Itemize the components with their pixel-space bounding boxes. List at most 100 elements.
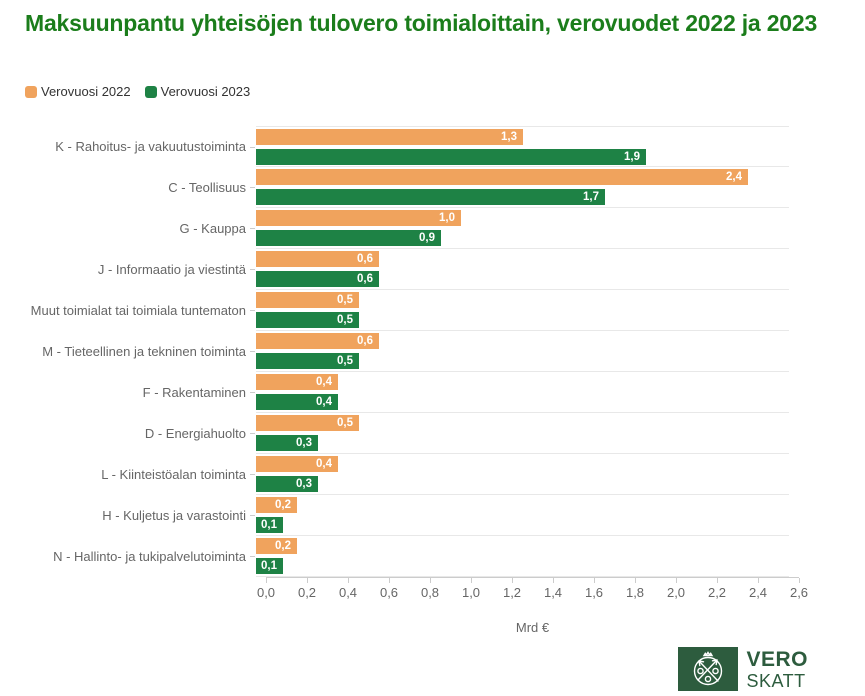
- vero-logo-text: VERO SKATT: [746, 649, 808, 690]
- bar-value-label: 1,7: [583, 191, 599, 203]
- bar-value-label: 0,4: [316, 376, 332, 388]
- category-label: N - Hallinto- ja tukipalvelutoiminta: [53, 549, 246, 564]
- bar-value-label: 0,2: [275, 499, 291, 511]
- category-label: K - Rahoitus- ja vakuutustoiminta: [55, 139, 246, 154]
- x-axis-tick: [758, 578, 759, 583]
- x-axis-tick-label: 0,4: [338, 585, 358, 600]
- bar-value-label: 0,6: [357, 273, 373, 285]
- category-plot-area: 0,6 0,5: [250, 331, 789, 372]
- bar-2023[interactable]: 0,9: [256, 230, 441, 246]
- category-plot-area: 0,4 0,4: [250, 372, 789, 413]
- legend-label-2022: Verovuosi 2022: [41, 84, 131, 99]
- x-axis-tick-label: 2,0: [666, 585, 686, 600]
- vero-logo-text-line1: VERO: [746, 647, 808, 671]
- x-axis-tick: [676, 578, 677, 583]
- bar-2022[interactable]: 0,2: [256, 497, 297, 513]
- legend-label-2023: Verovuosi 2023: [160, 84, 251, 99]
- x-axis-tick-label: 0,2: [297, 585, 317, 600]
- category-label: J - Informaatio ja viestintä: [97, 262, 246, 277]
- chart-row: Muut toimialat tai toimiala tuntematon 0,…: [10, 290, 865, 331]
- bar-2022[interactable]: 0,5: [256, 292, 359, 308]
- category-plot-area: 0,2 0,1: [250, 536, 789, 577]
- bar-2023[interactable]: 0,3: [256, 476, 318, 492]
- category-label: D - Energiahuolto: [144, 426, 246, 441]
- bar-value-label: 0,1: [261, 560, 277, 572]
- vero-skatt-logo: VERO SKATT: [678, 647, 808, 691]
- bar-value-label: 1,3: [501, 130, 517, 143]
- bar-2023[interactable]: 1,7: [256, 189, 605, 205]
- legend-swatch-2022-icon: [25, 85, 37, 98]
- x-axis-tick-label: 0,8: [420, 585, 440, 600]
- category-plot-area: 2,4 1,7: [250, 167, 789, 208]
- x-axis-tick-label: 0,6: [379, 585, 399, 600]
- x-axis-tick-label: 1,4: [543, 585, 563, 600]
- category-plot-area: 1,3 1,9: [250, 126, 789, 167]
- bar-value-label: 0,3: [296, 437, 312, 449]
- bar-value-label: 2,4: [726, 171, 742, 183]
- x-axis-tick-label: 1,6: [584, 585, 604, 600]
- x-axis-tick-label: 2,4: [748, 585, 768, 600]
- category-plot-area: 0,5 0,5: [250, 290, 789, 331]
- x-axis-tick-label: 1,8: [625, 585, 645, 600]
- category-label: L - Kiinteistöalan toiminta: [101, 467, 246, 482]
- x-axis-tick: [799, 578, 800, 583]
- bar-2022[interactable]: 0,6: [256, 251, 379, 267]
- x-axis-tick-label: 1,0: [461, 585, 481, 600]
- legend-item-verovuosi-2023[interactable]: Verovuosi 2023: [144, 84, 251, 99]
- bar-2023[interactable]: 0,5: [256, 353, 359, 369]
- category-label: H - Kuljetus ja varastointi: [102, 508, 246, 523]
- bar-2022[interactable]: 0,4: [256, 456, 338, 472]
- bar-2022[interactable]: 2,4: [256, 169, 748, 185]
- x-axis-tick: [389, 578, 390, 583]
- chart-row: D - Energiahuolto 0,5 0,3: [10, 413, 865, 454]
- bar-value-label: 1,0: [439, 212, 455, 224]
- bar-value-label: 0,4: [316, 396, 332, 408]
- bar-value-label: 0,6: [357, 253, 373, 265]
- category-plot-area: 0,2 0,1: [250, 495, 789, 536]
- x-axis-tick: [717, 578, 718, 583]
- x-axis-tick-label: 2,2: [707, 585, 727, 600]
- chart-row: K - Rahoitus- ja vakuutustoiminta 1,3 1,9: [10, 126, 865, 167]
- bar-2022[interactable]: 0,6: [256, 333, 379, 349]
- bar-value-label: 0,5: [337, 294, 353, 306]
- chart-row: N - Hallinto- ja tukipalvelutoiminta 0,2 0…: [10, 536, 865, 577]
- bar-2022[interactable]: 0,5: [256, 415, 359, 431]
- category-plot-area: 1,0 0,9: [250, 208, 789, 249]
- bar-2023[interactable]: 0,4: [256, 394, 338, 410]
- bar-2022[interactable]: 0,4: [256, 374, 338, 390]
- x-axis-tick: [430, 578, 431, 583]
- bar-2023[interactable]: 0,1: [256, 558, 283, 574]
- chart-rows: K - Rahoitus- ja vakuutustoiminta 1,3 1,9 C…: [0, 126, 865, 577]
- bar-2023[interactable]: 0,3: [256, 435, 318, 451]
- bar-2022[interactable]: 1,0: [256, 210, 461, 226]
- legend-item-verovuosi-2022[interactable]: Verovuosi 2022: [25, 84, 131, 99]
- vero-logo-emblem-icon: [678, 647, 739, 691]
- bar-value-label: 0,5: [337, 417, 353, 429]
- x-axis-tick: [635, 578, 636, 583]
- x-axis-title-wrap: Mrd €: [266, 619, 799, 637]
- category-label: M - Tieteellinen ja tekninen toiminta: [42, 344, 246, 359]
- bar-chart: K - Rahoitus- ja vakuutustoiminta 1,3 1,9 C…: [0, 126, 865, 637]
- x-axis-tick-label: 0,0: [256, 585, 276, 600]
- x-axis-tick-label: 1,2: [502, 585, 522, 600]
- bar-2023[interactable]: 0,6: [256, 271, 379, 287]
- category-plot-area: 0,4 0,3: [250, 454, 789, 495]
- vero-logo-text-line2: SKATT: [746, 670, 806, 691]
- chart-row: F - Rakentaminen 0,4 0,4: [10, 372, 865, 413]
- bar-value-label: 0,5: [337, 355, 353, 367]
- bar-2022[interactable]: 1,3: [256, 128, 523, 145]
- legend-swatch-2023-icon: [144, 85, 157, 98]
- category-label: C - Teollisuus: [168, 180, 246, 195]
- bar-2023[interactable]: 0,5: [256, 312, 359, 328]
- category-label: Muut toimialat tai toimiala tuntematon: [30, 303, 246, 318]
- bar-2023[interactable]: 1,9: [256, 148, 646, 165]
- bar-value-label: 0,6: [357, 335, 373, 347]
- chart-row: C - Teollisuus 2,4 1,7: [10, 167, 865, 208]
- x-axis-tick: [512, 578, 513, 583]
- bar-2022[interactable]: 0,2: [256, 538, 297, 554]
- bar-value-label: 0,5: [337, 314, 353, 326]
- category-plot-area: 0,6 0,6: [250, 249, 789, 290]
- category-label: G - Kauppa: [179, 221, 247, 236]
- bar-2023[interactable]: 0,1: [256, 517, 283, 533]
- x-axis-tick: [553, 578, 554, 583]
